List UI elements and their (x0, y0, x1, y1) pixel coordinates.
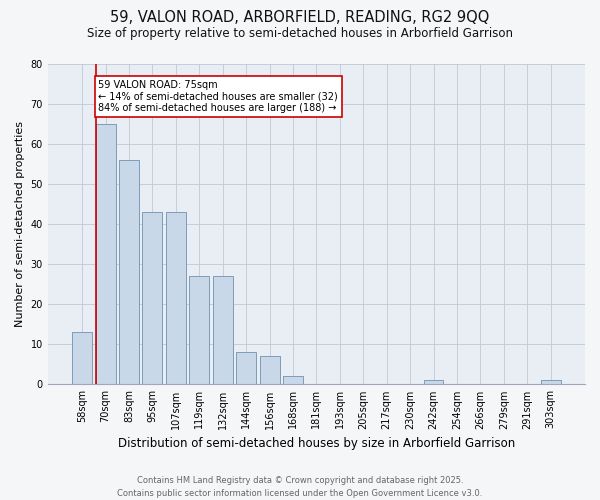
Bar (260, 356, 280, 384)
Text: Size of property relative to semi-detached houses in Arborfield Garrison: Size of property relative to semi-detach… (87, 28, 513, 40)
Bar (236, 352, 256, 384)
Bar (283, 376, 303, 384)
Text: 59, VALON ROAD, ARBORFIELD, READING, RG2 9QQ: 59, VALON ROAD, ARBORFIELD, READING, RG2… (110, 10, 490, 25)
Text: 59 VALON ROAD: 75sqm
← 14% of semi-detached houses are smaller (32)
84% of semi-: 59 VALON ROAD: 75sqm ← 14% of semi-detac… (98, 80, 338, 113)
Y-axis label: Number of semi-detached properties: Number of semi-detached properties (15, 121, 25, 327)
Bar (166, 212, 186, 384)
Bar (72, 332, 92, 384)
Text: Contains HM Land Registry data © Crown copyright and database right 2025.
Contai: Contains HM Land Registry data © Crown c… (118, 476, 482, 498)
Bar (142, 212, 163, 384)
X-axis label: Distribution of semi-detached houses by size in Arborfield Garrison: Distribution of semi-detached houses by … (118, 437, 515, 450)
Bar (190, 276, 209, 384)
Bar (119, 160, 139, 384)
Bar (213, 276, 233, 384)
Bar (95, 124, 116, 384)
Bar (541, 380, 560, 384)
Bar (424, 380, 443, 384)
